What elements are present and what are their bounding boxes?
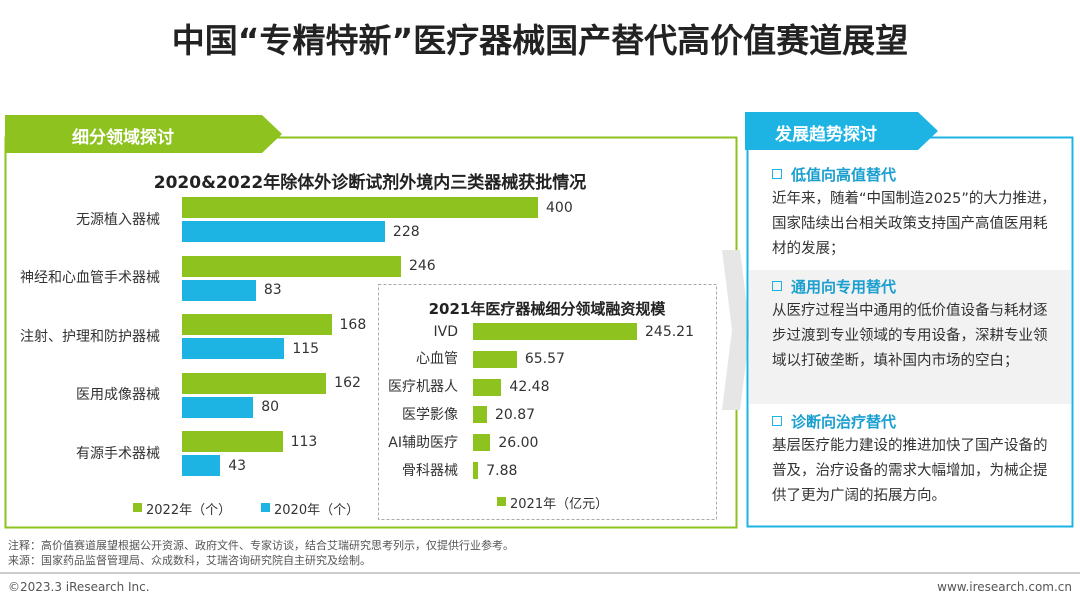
value-label: 245.21	[645, 323, 694, 340]
right-box	[746, 136, 1074, 528]
category-label: 无源植入器械	[76, 211, 160, 228]
value-label: 7.88	[486, 462, 518, 479]
value-label: 162	[334, 375, 361, 391]
copyright: ©2023.3 iResearch Inc.	[8, 580, 150, 594]
bar	[182, 279, 256, 301]
bar	[182, 396, 254, 418]
footer-note: 注释：高价值赛道展望根据公开资源、政府文件、专家访谈，结合艾瑞研究思考列示，仅提…	[8, 539, 514, 552]
bar	[182, 255, 401, 277]
value-label: 26.00	[498, 434, 539, 451]
category-label: 注射、护理和防护器械	[20, 328, 160, 345]
right-heading: 发展趋势探讨	[775, 125, 877, 145]
bullet-box	[772, 169, 782, 179]
value-label: 113	[290, 433, 318, 450]
left-banner	[5, 115, 282, 153]
left-heading: 细分领域探讨	[72, 128, 174, 148]
value-label: 65.57	[524, 351, 565, 368]
legend-swatch	[261, 503, 270, 512]
bar	[182, 338, 285, 359]
bar	[473, 462, 479, 479]
value-label: 42.48	[509, 379, 550, 396]
value-label: 43	[228, 457, 247, 474]
category-label: 神经和心血管手术器械	[20, 270, 160, 286]
value-label: 20.87	[494, 406, 536, 423]
bar	[473, 378, 502, 396]
value-label: 228	[392, 223, 420, 240]
bar	[182, 221, 385, 242]
value-label: 246	[408, 258, 436, 274]
legend-label: 2021年（亿元）	[510, 497, 609, 512]
item-heading: 低值向高值替代	[791, 166, 897, 184]
page-title: 中国“专精特新”医疗器械国产替代高价值赛道展望	[171, 21, 909, 60]
chart-title: 2020&2022年除体外诊断试剂外境内三类器械获批情况	[153, 173, 587, 193]
legend-label: 2022年（个）	[146, 503, 232, 518]
item-body: 基层医疗能力建设的推进加快了国产设备的普及，治疗设备的需求大幅增加，为械企提供了…	[772, 438, 1048, 504]
bullet-box	[772, 281, 782, 291]
website: www.iresearch.com.cn	[937, 580, 1072, 594]
bar	[182, 197, 538, 218]
arrow	[722, 250, 750, 410]
category-label: 心血管	[416, 351, 458, 368]
chart-title: 2021年医疗器械细分领域融资规模	[428, 300, 666, 318]
footer-source: 来源：国家药品监督管理局、众成数科，艾瑞咨询研究院自主研究及绘制。	[8, 554, 371, 567]
bar	[182, 314, 332, 335]
category-label: 有源手术器械	[76, 445, 160, 462]
bar	[473, 434, 491, 452]
value-label: 400	[546, 199, 573, 216]
bar	[473, 323, 637, 340]
value-label: 80	[261, 399, 280, 415]
item-body: 近年来，随着“中国制造2025”的大力推进，国家陆续出台相关政策支持国产高值医用…	[772, 191, 1056, 257]
category-label: IVD	[433, 323, 459, 340]
bar	[473, 350, 517, 368]
item-body: 从医疗过程当中通用的低价值设备与耗材逐步过渡到专业领域的专用设备，深耕专业领域以…	[772, 303, 1048, 369]
bar	[182, 455, 221, 476]
category-label: 医疗机器人	[388, 379, 458, 396]
legend-swatch	[497, 497, 506, 506]
item-heading: 通用向专用替代	[791, 278, 897, 296]
value-label: 83	[263, 282, 282, 298]
legend-swatch	[133, 503, 142, 512]
category-label: AI辅助医疗	[388, 434, 458, 451]
category-label: 医学影像	[402, 406, 458, 423]
value-label: 168	[339, 316, 367, 333]
bar	[473, 406, 487, 424]
right-banner	[745, 112, 938, 150]
category-label: 骨科器械	[402, 462, 458, 479]
category-label: 医用成像器械	[76, 387, 160, 403]
bar	[182, 372, 327, 394]
legend-label: 2020年（个）	[274, 503, 360, 518]
item-band	[749, 270, 1071, 404]
value-label: 115	[292, 340, 320, 357]
bullet-box	[772, 416, 782, 426]
item-heading: 诊断向治疗替代	[791, 413, 897, 431]
bar	[182, 431, 283, 452]
